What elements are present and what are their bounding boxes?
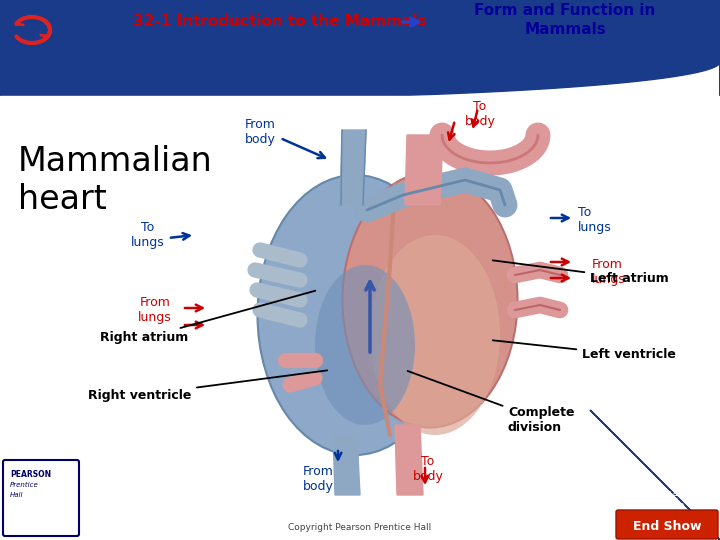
Polygon shape xyxy=(0,62,720,150)
Polygon shape xyxy=(0,0,720,62)
Polygon shape xyxy=(333,435,360,495)
Text: Left ventricle: Left ventricle xyxy=(492,340,676,361)
Text: To
lungs: To lungs xyxy=(131,221,165,249)
Text: To
body: To body xyxy=(464,100,495,128)
Text: Form and Function in
Mammals: Form and Function in Mammals xyxy=(474,3,656,37)
Text: To
body: To body xyxy=(413,455,444,483)
Text: Prentice: Prentice xyxy=(10,482,39,488)
Ellipse shape xyxy=(315,265,415,425)
Text: Copyright Pearson Prentice Hall: Copyright Pearson Prentice Hall xyxy=(289,523,431,532)
Polygon shape xyxy=(0,0,720,100)
Text: Left atrium: Left atrium xyxy=(492,260,669,285)
Text: Mammalian
heart: Mammalian heart xyxy=(18,145,212,216)
Ellipse shape xyxy=(258,175,452,455)
Text: Right atrium: Right atrium xyxy=(100,291,315,345)
Polygon shape xyxy=(0,0,720,93)
Text: From
lungs: From lungs xyxy=(138,296,172,324)
Ellipse shape xyxy=(370,235,500,435)
Polygon shape xyxy=(0,0,720,62)
Text: Complete
division: Complete division xyxy=(408,371,575,434)
Text: From
body: From body xyxy=(245,118,276,146)
Text: To
lungs: To lungs xyxy=(578,206,612,234)
FancyBboxPatch shape xyxy=(3,460,79,536)
FancyBboxPatch shape xyxy=(616,510,718,539)
Text: From
body: From body xyxy=(302,465,333,493)
Polygon shape xyxy=(0,0,720,58)
Polygon shape xyxy=(0,0,100,100)
Polygon shape xyxy=(0,95,720,540)
Polygon shape xyxy=(0,0,150,150)
Text: 32-1 Introduction to the Mammals: 32-1 Introduction to the Mammals xyxy=(133,15,427,30)
Text: Right ventricle: Right ventricle xyxy=(88,370,328,402)
Text: PEARSON: PEARSON xyxy=(10,470,51,479)
Text: End Show: End Show xyxy=(633,519,701,532)
Polygon shape xyxy=(395,425,423,495)
Text: Slide
9 of 50: Slide 9 of 50 xyxy=(646,491,685,513)
Polygon shape xyxy=(590,410,720,540)
Polygon shape xyxy=(405,135,443,205)
Text: Hall: Hall xyxy=(10,492,24,498)
Polygon shape xyxy=(340,130,366,205)
Text: From
lungs: From lungs xyxy=(592,258,626,286)
Polygon shape xyxy=(0,96,720,540)
Ellipse shape xyxy=(343,172,518,428)
Polygon shape xyxy=(0,100,720,540)
